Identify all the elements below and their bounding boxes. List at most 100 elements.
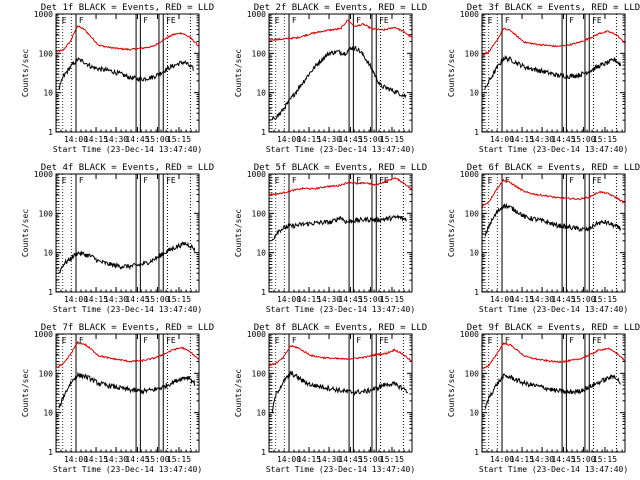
- event-marker-label: FE: [592, 176, 602, 185]
- y-tick-label: 10: [256, 89, 266, 98]
- plot-frame: [55, 173, 200, 293]
- event-marker-label: F: [79, 336, 84, 345]
- x-tick-label: 14:30: [317, 135, 341, 144]
- x-tick-label: 14:30: [104, 295, 128, 304]
- x-tick-label: 14:45: [125, 455, 149, 464]
- event-marker-label: F: [569, 176, 574, 185]
- y-tick-label: 1: [48, 288, 53, 297]
- lld-series-line: [268, 19, 413, 42]
- event-marker-label: FE: [379, 336, 389, 345]
- event-marker-label: E: [488, 336, 493, 345]
- y-tick-label: 1: [261, 288, 266, 297]
- y-tick-label: 10: [43, 249, 53, 258]
- event-marker-label: F: [356, 16, 361, 25]
- y-tick-label: 1: [261, 448, 266, 457]
- y-axis-label: Counts/sec: [447, 209, 456, 257]
- y-tick-label: 10: [43, 89, 53, 98]
- x-tick-label: 14:30: [530, 455, 554, 464]
- x-tick-label: 15:00: [571, 455, 595, 464]
- x-tick-label: 14:30: [530, 295, 554, 304]
- y-tick-label: 1000: [460, 170, 479, 179]
- event-marker-label: FE: [379, 16, 389, 25]
- panel-1: Det 1f BLACK = Events, RED = LLD 1 10 100 10…: [21, 3, 214, 154]
- plot-frame: [481, 173, 626, 293]
- x-tick-label: 14:15: [84, 135, 108, 144]
- lld-series-line: [269, 344, 413, 367]
- y-tick-label: 100: [252, 49, 267, 58]
- x-axis-label: Start Time (23-Dec-14 13:47:40): [53, 465, 202, 474]
- panel-title: Det 5f BLACK = Events, RED = LLD: [254, 163, 427, 173]
- panel-title: Det 6f BLACK = Events, RED = LLD: [467, 163, 640, 173]
- y-tick-label: 100: [465, 209, 480, 218]
- lld-series-line: [55, 340, 200, 369]
- y-tick-label: 100: [39, 369, 54, 378]
- x-tick-label: 14:15: [510, 295, 534, 304]
- x-tick-label: 14:30: [530, 135, 554, 144]
- y-tick-label: 1000: [34, 10, 53, 19]
- y-axis-label: Counts/sec: [447, 369, 456, 417]
- panel-5: Det 5f BLACK = Events, RED = LLD 1 10 100 10…: [234, 163, 427, 314]
- x-tick-label: 14:30: [104, 135, 128, 144]
- events-series-line: [58, 371, 196, 409]
- x-tick-label: 14:00: [64, 455, 88, 464]
- x-tick-label: 14:15: [297, 295, 321, 304]
- event-marker-label: E: [62, 176, 67, 185]
- y-tick-label: 100: [252, 369, 267, 378]
- panel-3: Det 3f BLACK = Events, RED = LLD 1 10 100 10…: [447, 3, 640, 154]
- y-tick-label: 1: [261, 128, 266, 137]
- y-tick-label: 100: [465, 369, 480, 378]
- y-axis-label: Counts/sec: [21, 369, 30, 417]
- event-marker-label: F: [569, 16, 574, 25]
- panel-7: Det 7f BLACK = Events, RED = LLD 1 10 100 10…: [21, 323, 214, 474]
- x-tick-label: 14:15: [84, 295, 108, 304]
- x-tick-label: 14:45: [125, 295, 149, 304]
- x-tick-label: 14:45: [551, 135, 575, 144]
- panel-4: Det 4f BLACK = Events, RED = LLD 1 10 100 10…: [21, 163, 214, 314]
- event-marker-label: E: [62, 336, 67, 345]
- panel-2: Det 2f BLACK = Events, RED = LLD 1 10 100 10…: [234, 3, 427, 154]
- x-tick-label: 14:15: [297, 455, 321, 464]
- x-axis-label: Start Time (23-Dec-14 13:47:40): [266, 145, 415, 154]
- y-tick-label: 1: [48, 448, 53, 457]
- event-marker-label: F: [569, 336, 574, 345]
- x-tick-label: 15:00: [571, 135, 595, 144]
- event-marker-label: F: [505, 176, 510, 185]
- event-marker-label: E: [275, 176, 280, 185]
- x-axis-label: Start Time (23-Dec-14 13:47:40): [479, 145, 628, 154]
- lld-series-line: [268, 177, 413, 196]
- x-tick-label: 15:00: [358, 295, 382, 304]
- y-tick-label: 1000: [460, 10, 479, 19]
- event-marker-label: F: [79, 176, 84, 185]
- y-axis-label: Counts/sec: [234, 369, 243, 417]
- x-tick-label: 15:15: [167, 295, 191, 304]
- x-tick-label: 15:00: [358, 135, 382, 144]
- panel-title: Det 1f BLACK = Events, RED = LLD: [41, 3, 214, 13]
- x-tick-label: 15:00: [145, 455, 169, 464]
- x-tick-label: 15:15: [380, 135, 404, 144]
- y-tick-label: 10: [256, 409, 266, 418]
- y-tick-label: 100: [252, 209, 267, 218]
- x-tick-label: 14:45: [551, 295, 575, 304]
- y-tick-label: 1000: [247, 10, 266, 19]
- x-tick-label: 15:15: [593, 135, 617, 144]
- plot-frame: [268, 173, 413, 293]
- y-tick-label: 10: [43, 409, 53, 418]
- event-marker-label: F: [143, 336, 148, 345]
- event-marker-label: FE: [592, 336, 602, 345]
- x-tick-label: 15:15: [167, 135, 191, 144]
- x-axis-label: Start Time (23-Dec-14 13:47:40): [266, 465, 415, 474]
- event-marker-label: F: [292, 16, 297, 25]
- event-marker-label: F: [143, 16, 148, 25]
- x-tick-label: 14:30: [317, 455, 341, 464]
- x-axis-label: Start Time (23-Dec-14 13:47:40): [479, 465, 628, 474]
- event-marker-label: F: [292, 336, 297, 345]
- x-tick-label: 15:00: [145, 295, 169, 304]
- x-tick-label: 15:00: [571, 295, 595, 304]
- x-tick-label: 14:45: [338, 135, 362, 144]
- y-tick-label: 100: [465, 49, 480, 58]
- x-tick-label: 14:45: [338, 295, 362, 304]
- x-tick-label: 14:00: [64, 295, 88, 304]
- x-tick-label: 14:15: [510, 455, 534, 464]
- panel-title: Det 3f BLACK = Events, RED = LLD: [467, 3, 640, 13]
